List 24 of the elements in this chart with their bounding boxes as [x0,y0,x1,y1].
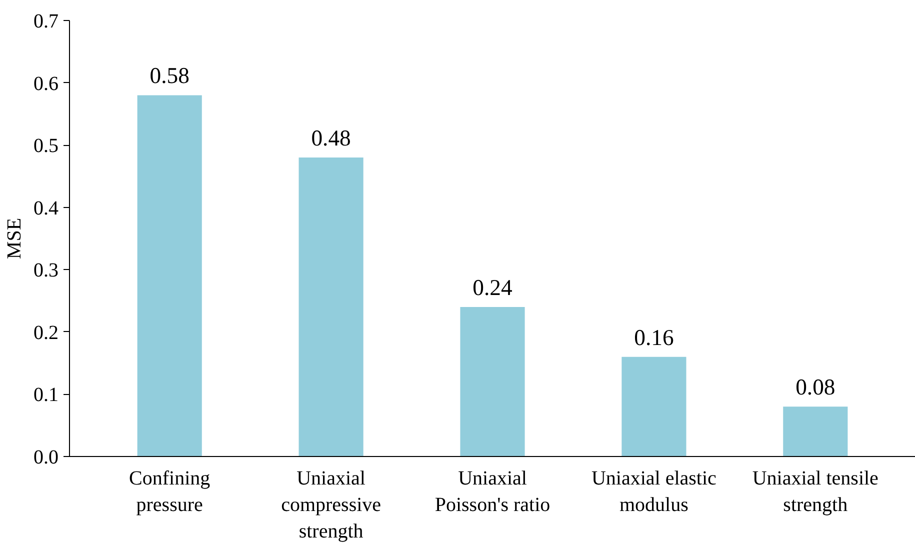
y-axis-title: MSE [4,218,26,260]
data-label: 0.16 [634,324,674,350]
x-tick-label: Confining pressure [129,468,210,516]
y-tick-label: 0.1 [34,384,58,406]
data-label: 0.48 [311,126,351,151]
x-tick-label: Uniaxial compressive strength [281,468,382,542]
bar [783,406,848,456]
x-tick-label: Uniaxial elastic modulus [591,468,717,516]
y-tick-label: 0.3 [34,260,58,282]
x-tick-label: Uniaxial Poisson's ratio [434,468,550,516]
bar [137,95,202,456]
x-tick-label: Uniaxial tensile strength [752,468,879,516]
y-tick-label: 0.5 [34,135,58,158]
y-tick-label: 0.4 [34,197,58,220]
bar [460,307,525,456]
data-label: 0.24 [472,275,512,300]
y-tick-label: 0.7 [34,10,58,32]
bar [298,158,364,456]
y-tick-label: 0.2 [34,322,58,344]
data-label: 0.58 [150,63,190,88]
y-tick-label: 0.0 [34,446,58,468]
bar [622,356,686,456]
data-label: 0.08 [796,374,836,400]
y-tick-label: 0.6 [34,72,58,95]
